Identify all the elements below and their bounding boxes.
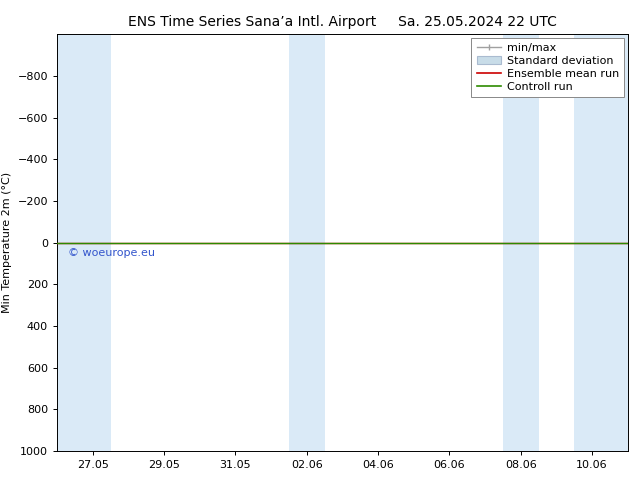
Text: © woeurope.eu: © woeurope.eu [68,248,155,258]
Bar [289,34,325,451]
Bar [574,34,628,451]
Legend: min/max, Standard deviation, Ensemble mean run, Controll run: min/max, Standard deviation, Ensemble me… [471,38,624,97]
Y-axis label: Min Temperature 2m (°C): Min Temperature 2m (°C) [2,172,12,313]
Title: ENS Time Series Sana’a Intl. Airport     Sa. 25.05.2024 22 UTC: ENS Time Series Sana’a Intl. Airport Sa.… [128,15,557,29]
Bar [57,34,110,451]
Bar [503,34,538,451]
